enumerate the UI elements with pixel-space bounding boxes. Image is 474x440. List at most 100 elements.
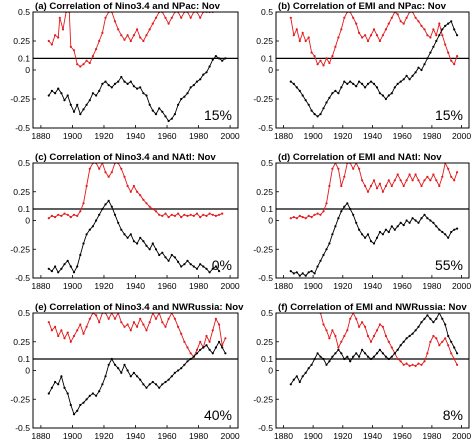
data-point — [453, 346, 456, 349]
y-tick-label: 0.1 — [261, 354, 273, 364]
y-tick-label: -0.25 — [253, 94, 273, 104]
data-point — [158, 213, 161, 216]
data-point — [405, 179, 408, 182]
data-point — [101, 207, 104, 211]
data-point — [54, 216, 57, 219]
data-point — [117, 28, 120, 31]
data-point — [372, 355, 376, 358]
data-point — [319, 259, 322, 262]
data-point — [328, 184, 331, 188]
data-point — [432, 45, 435, 48]
y-tick-label: 0.1 — [18, 354, 30, 364]
data-point — [218, 340, 221, 343]
y-tick-label: 0 — [25, 65, 30, 75]
data-point — [432, 221, 435, 224]
data-point — [154, 16, 158, 19]
data-point — [381, 190, 384, 193]
y-tick-label: 0.5 — [261, 7, 273, 17]
data-point — [151, 22, 154, 25]
data-point — [313, 272, 316, 275]
data-point — [361, 321, 364, 324]
data-point — [417, 325, 420, 328]
data-point — [164, 115, 167, 118]
data-point — [438, 184, 441, 188]
data-point — [101, 31, 104, 34]
data-point — [349, 317, 352, 320]
data-point — [366, 233, 370, 236]
data-point — [399, 344, 402, 347]
data-point — [319, 113, 322, 116]
y-tick-label: 0.1 — [18, 53, 30, 63]
panel-f: (f) Correlation of EMI and NWRussia: Nov… — [253, 302, 471, 440]
data-point — [325, 329, 328, 332]
data-point — [378, 348, 381, 351]
y-tick-label: -0.25 — [10, 94, 30, 104]
data-point — [346, 355, 349, 358]
data-point — [211, 213, 214, 216]
data-point — [340, 352, 343, 355]
data-point — [414, 173, 417, 176]
data-point — [438, 34, 441, 37]
data-point — [123, 233, 126, 236]
data-point — [129, 233, 132, 236]
data-point — [164, 256, 167, 259]
data-point — [167, 378, 170, 381]
data-point — [88, 167, 91, 170]
series-line — [48, 313, 226, 358]
data-point — [426, 314, 429, 317]
data-point — [387, 357, 390, 361]
data-point — [151, 242, 154, 245]
x-tick-label: 1920 — [94, 431, 113, 440]
data-point — [129, 375, 132, 378]
data-point — [154, 210, 158, 213]
data-point — [292, 378, 295, 381]
data-point — [214, 265, 217, 268]
data-point — [60, 375, 63, 378]
panel-title: (d) Correlation of EMI and NAtl: Nov — [278, 152, 442, 163]
y-tick-label: 0 — [268, 65, 273, 75]
data-point — [325, 57, 328, 60]
data-point — [60, 214, 63, 217]
data-point — [57, 213, 60, 216]
data-point — [101, 82, 104, 85]
data-point — [199, 16, 202, 19]
data-point — [104, 171, 107, 174]
red-series — [289, 12, 459, 67]
panel-title: (f) Correlation of EMI and NWRussia: Nov — [278, 302, 467, 313]
data-point — [304, 39, 307, 43]
data-point — [50, 270, 54, 273]
data-point — [301, 31, 304, 34]
data-point — [47, 39, 50, 43]
data-point — [110, 171, 113, 174]
data-point — [183, 263, 186, 266]
data-point — [331, 167, 334, 170]
data-point — [145, 329, 148, 332]
data-point — [456, 34, 459, 37]
data-point — [450, 352, 453, 355]
data-point — [384, 355, 387, 358]
data-point — [170, 253, 173, 257]
data-point — [85, 398, 88, 401]
red-series — [47, 12, 214, 68]
data-point — [420, 184, 423, 188]
data-point — [328, 242, 331, 245]
data-point — [340, 184, 343, 188]
data-point — [158, 386, 161, 389]
data-point — [54, 265, 57, 268]
data-point — [123, 363, 126, 366]
data-point — [195, 267, 199, 270]
data-point — [435, 39, 438, 43]
data-point — [426, 57, 429, 60]
y-tick-label: 0.1 — [261, 53, 273, 63]
data-point — [414, 364, 417, 367]
x-tick-label: 1940 — [126, 131, 145, 141]
data-point — [408, 78, 411, 81]
data-point — [453, 63, 456, 66]
data-point — [129, 190, 132, 193]
x-tick-label: 2000 — [221, 281, 240, 291]
data-point — [47, 217, 50, 220]
data-point — [453, 179, 456, 182]
data-point — [192, 355, 195, 358]
data-point — [211, 58, 214, 61]
data-point — [358, 228, 361, 231]
